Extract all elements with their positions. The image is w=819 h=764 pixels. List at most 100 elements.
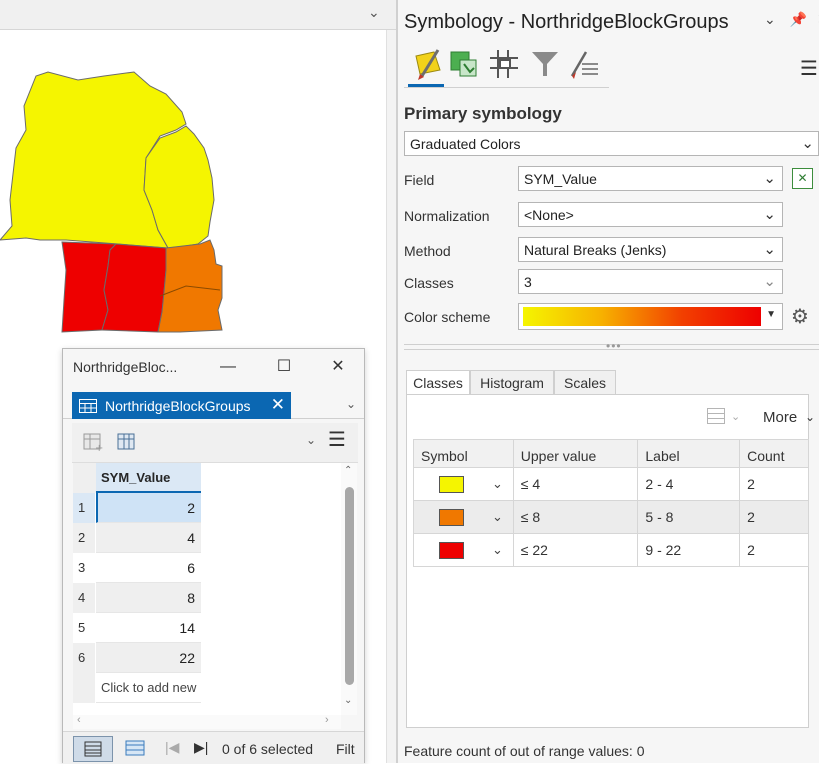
row-header[interactable]: 5 xyxy=(78,620,86,635)
list-view-icon[interactable] xyxy=(707,408,725,424)
chevron-down-icon[interactable]: ⌄ xyxy=(492,542,503,558)
upper-value-cell[interactable]: ≤ 8 xyxy=(512,500,639,534)
color-scheme-dropdown[interactable]: ▼ xyxy=(518,303,783,330)
scroll-right-icon[interactable]: › xyxy=(325,714,329,726)
sort-icon[interactable]: ⌄ xyxy=(731,411,741,423)
classes-dropdown[interactable]: 3 ⌄ xyxy=(518,269,783,294)
class-symbol-cell[interactable]: ⌄ xyxy=(413,467,514,501)
renderer-dropdown[interactable]: Graduated Colors ⌄ xyxy=(404,131,819,156)
pin-icon[interactable]: 📌 xyxy=(789,11,808,27)
row-header[interactable]: 3 xyxy=(78,560,86,575)
vary-symbology-icon[interactable] xyxy=(448,46,482,82)
last-record-icon[interactable]: ▶| xyxy=(194,739,209,755)
tab-classes[interactable]: Classes xyxy=(406,370,470,395)
tab-scales[interactable]: Scales xyxy=(554,370,616,395)
upper-value-cell[interactable]: ≤ 22 xyxy=(512,533,639,567)
block-group-polygon-4[interactable] xyxy=(101,243,167,333)
section-splitter[interactable]: ••• xyxy=(404,339,819,353)
more-button[interactable]: More xyxy=(763,409,798,426)
grid-vertical-scrollbar[interactable]: ⌃ ⌄ xyxy=(341,463,357,715)
table-cell[interactable]: 22 xyxy=(96,643,201,673)
symbol-swatch[interactable] xyxy=(439,541,464,559)
grid-horizontal-scrollbar[interactable]: ‹ › xyxy=(73,714,341,729)
selection-count: 0 of 6 selected xyxy=(222,741,314,757)
symbol-swatch[interactable] xyxy=(439,475,464,493)
chevron-down-icon[interactable]: ⌄ xyxy=(492,509,503,525)
close-icon[interactable]: ✕ xyxy=(270,395,285,414)
symbol-swatch[interactable] xyxy=(439,508,464,526)
classes-table: Symbol Upper value Label Count ⌄ ≤ 4 2 -… xyxy=(413,439,809,567)
attribute-table-window[interactable]: NorthridgeBloc... — ☐ ✕ NorthridgeBlockG… xyxy=(62,348,365,764)
upper-value-cell[interactable]: ≤ 4 xyxy=(512,467,639,501)
table-row[interactable]: ⌄ ≤ 4 2 - 4 2 xyxy=(413,467,809,501)
chevron-down-icon[interactable]: ⌄ xyxy=(764,11,776,27)
row-header[interactable]: 2 xyxy=(73,523,95,553)
label-cell[interactable]: 5 - 8 xyxy=(637,500,741,534)
add-new-row[interactable]: Click to add new xyxy=(96,673,201,703)
method-dropdown[interactable]: Natural Breaks (Jenks) ⌄ xyxy=(518,237,783,262)
scroll-left-icon[interactable]: ‹ xyxy=(77,714,81,726)
header-upper-value[interactable]: Upper value xyxy=(512,439,639,468)
scrollbar-thumb[interactable] xyxy=(345,487,354,685)
field-dropdown[interactable]: SYM_Value ⌄ xyxy=(518,166,783,191)
label-classes-icon[interactable] xyxy=(568,46,602,82)
pane-divider[interactable] xyxy=(396,0,398,763)
header-symbol[interactable]: Symbol xyxy=(413,439,514,468)
table-row[interactable]: ⌄ ≤ 22 9 - 22 2 xyxy=(413,533,809,567)
table-row[interactable]: ⌄ ≤ 8 5 - 8 2 xyxy=(413,500,809,534)
gear-icon[interactable]: ⚙ xyxy=(791,306,809,328)
block-group-polygon-2[interactable] xyxy=(143,125,215,249)
row-header[interactable]: 6 xyxy=(73,643,95,673)
normalization-dropdown[interactable]: <None> ⌄ xyxy=(518,202,783,227)
tab-histogram[interactable]: Histogram xyxy=(470,370,554,395)
primary-symbology-icon[interactable] xyxy=(412,46,446,82)
show-selected-records-icon[interactable] xyxy=(125,740,145,758)
count-cell: 2 xyxy=(739,500,809,534)
normalization-value: <None> xyxy=(524,207,574,223)
attribute-table-titlebar[interactable]: NorthridgeBloc... — ☐ ✕ xyxy=(63,349,364,385)
chevron-down-icon[interactable]: ⌄ xyxy=(368,4,380,20)
close-icon[interactable]: ✕ xyxy=(817,11,819,27)
minimize-icon[interactable]: — xyxy=(220,358,236,375)
table-icon xyxy=(79,399,97,413)
show-all-records-icon[interactable] xyxy=(73,736,113,762)
close-icon[interactable]: ✕ xyxy=(331,358,345,375)
scroll-down-icon[interactable]: ⌄ xyxy=(344,695,353,706)
label-cell[interactable]: 2 - 4 xyxy=(637,467,741,501)
menu-icon[interactable]: ☰ xyxy=(800,58,818,80)
table-cell[interactable]: 6 xyxy=(96,553,201,583)
maximize-icon[interactable]: ☐ xyxy=(276,358,292,375)
row-header[interactable]: 4 xyxy=(73,583,95,613)
table-cell[interactable]: 14 xyxy=(96,613,201,643)
menu-icon[interactable]: ☰ xyxy=(328,429,346,451)
map-scrollbar[interactable] xyxy=(386,30,396,763)
table-cell[interactable]: 4 xyxy=(96,523,201,553)
chevron-down-icon[interactable]: ⌄ xyxy=(805,410,816,424)
calculate-field-icon[interactable] xyxy=(116,431,138,453)
expression-icon[interactable]: ✕ xyxy=(792,168,813,189)
scroll-up-icon[interactable]: ⌃ xyxy=(344,465,353,476)
chevron-down-icon[interactable]: ⌄ xyxy=(492,476,503,492)
add-field-icon[interactable]: + xyxy=(82,431,104,453)
tab-northridge-block-groups[interactable]: NorthridgeBlockGroups ✕ xyxy=(72,392,291,419)
filter-label[interactable]: Filt xyxy=(336,741,355,757)
table-cell[interactable]: 8 xyxy=(96,583,201,613)
renderer-value: Graduated Colors xyxy=(410,136,521,152)
map-canvas[interactable] xyxy=(0,30,386,763)
splitter-grip-icon[interactable]: ••• xyxy=(606,339,622,353)
class-symbol-cell[interactable]: ⌄ xyxy=(413,500,514,534)
class-symbol-cell[interactable]: ⌄ xyxy=(413,533,514,567)
first-record-icon[interactable]: |◀ xyxy=(165,739,180,755)
row-header[interactable]: 1 xyxy=(73,493,95,523)
column-header-sym-value[interactable]: SYM_Value xyxy=(96,463,201,493)
overflow-chevron-icon[interactable]: ⌄ xyxy=(306,433,317,447)
header-count[interactable]: Count xyxy=(739,439,809,468)
filter-icon[interactable] xyxy=(528,46,562,82)
table-cell[interactable]: 2 xyxy=(96,493,201,523)
header-label[interactable]: Label xyxy=(637,439,741,468)
attribute-grid[interactable]: SYM_Value 1 2 2 4 3 6 4 8 5 14 6 22 Clic… xyxy=(73,463,341,715)
label-cell[interactable]: 9 - 22 xyxy=(637,533,741,567)
chevron-down-icon[interactable]: ⌄ xyxy=(345,397,356,411)
symbol-layers-icon[interactable] xyxy=(488,46,522,82)
select-all-corner[interactable] xyxy=(73,463,96,493)
